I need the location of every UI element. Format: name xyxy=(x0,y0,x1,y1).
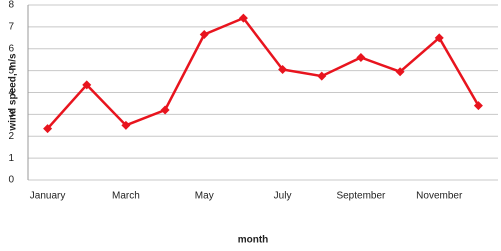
data-line xyxy=(46,16,480,130)
y-tick-label: 1 xyxy=(8,153,14,164)
y-tick-label: 0 xyxy=(8,175,14,186)
data-marker xyxy=(199,30,209,40)
data-marker xyxy=(82,80,92,90)
data-marker xyxy=(395,67,405,77)
x-tick-label: September xyxy=(336,191,386,202)
x-tick-label: May xyxy=(195,191,214,202)
x-tick-label: November xyxy=(416,191,463,202)
data-marker xyxy=(278,65,288,75)
x-tick-label: March xyxy=(112,191,140,202)
data-marker xyxy=(434,33,444,43)
x-axis-label: month xyxy=(238,235,269,246)
y-tick-label: 4 xyxy=(8,87,14,98)
x-tick-label: July xyxy=(274,191,292,202)
data-marker xyxy=(317,71,327,81)
y-tick-label: 8 xyxy=(8,0,14,11)
y-tick-label: 3 xyxy=(8,109,14,120)
data-marker xyxy=(121,120,131,130)
y-tick-label: 2 xyxy=(8,131,14,142)
x-tick-label: January xyxy=(30,191,66,202)
y-tick-label: 6 xyxy=(8,43,14,54)
y-tick-label: 7 xyxy=(8,22,14,33)
data-marker xyxy=(238,13,248,23)
data-marker xyxy=(43,124,53,134)
data-marker xyxy=(473,101,483,111)
y-tick-label: 5 xyxy=(8,65,14,76)
data-marker xyxy=(356,53,366,62)
data-marker xyxy=(160,105,170,115)
y-axis-label: wind speed, m/s xyxy=(8,53,19,132)
